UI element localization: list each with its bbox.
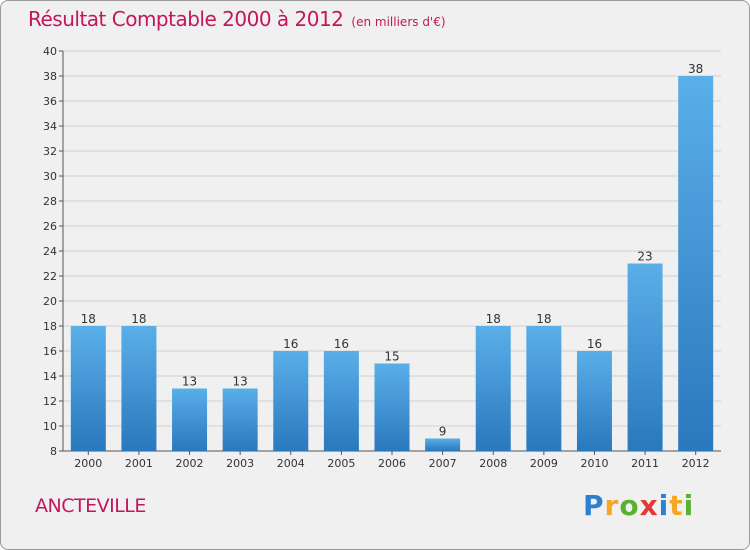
logo-letter: r	[604, 489, 620, 522]
logo-letter: t	[669, 489, 684, 522]
bar	[425, 438, 461, 451]
y-tick-label: 10	[43, 420, 57, 433]
bar	[374, 363, 410, 451]
y-tick-label: 12	[43, 395, 57, 408]
logo-letter: i	[683, 489, 695, 522]
chart-title-text: Résultat Comptable 2000 à 2012	[28, 7, 344, 31]
bar	[121, 326, 157, 451]
data-label: 15	[384, 350, 399, 364]
x-tick-label: 2001	[125, 457, 153, 470]
proxiti-logo: Proxiti	[583, 489, 694, 522]
x-tick-label: 2006	[378, 457, 406, 470]
x-tick-label: 2004	[277, 457, 305, 470]
y-tick-label: 8	[50, 445, 57, 458]
y-tick-label: 18	[43, 320, 57, 333]
data-label: 18	[131, 312, 146, 326]
x-tick-label: 2012	[682, 457, 710, 470]
bar	[172, 388, 208, 451]
bar	[323, 351, 359, 451]
y-tick-label: 20	[43, 295, 57, 308]
data-label: 23	[637, 250, 652, 264]
y-tick-label: 40	[43, 45, 57, 58]
x-tick-label: 2009	[530, 457, 558, 470]
data-label: 38	[688, 62, 703, 76]
chart-title: Résultat Comptable 2000 à 2012 (en millie…	[28, 7, 446, 31]
bar	[475, 326, 511, 451]
data-label: 16	[334, 337, 349, 351]
bar	[70, 326, 106, 451]
bar	[627, 263, 663, 451]
y-tick-label: 28	[43, 195, 57, 208]
x-tick-label: 2007	[429, 457, 457, 470]
y-tick-label: 24	[43, 245, 57, 258]
bar	[222, 388, 258, 451]
data-label: 9	[439, 425, 447, 439]
y-tick-label: 14	[43, 370, 57, 383]
logo-letter: x	[639, 489, 659, 522]
bar	[273, 351, 309, 451]
y-tick-label: 30	[43, 170, 57, 183]
data-label: 16	[587, 337, 602, 351]
data-label: 18	[486, 312, 501, 326]
bar	[678, 76, 714, 451]
x-tick-label: 2005	[327, 457, 355, 470]
y-tick-label: 34	[43, 120, 57, 133]
x-tick-label: 2011	[631, 457, 659, 470]
data-label: 18	[536, 312, 551, 326]
y-tick-label: 38	[43, 70, 57, 83]
data-label: 13	[182, 375, 197, 389]
x-tick-label: 2008	[479, 457, 507, 470]
y-tick-label: 36	[43, 95, 57, 108]
logo-letter: P	[583, 489, 605, 522]
x-tick-label: 2002	[176, 457, 204, 470]
x-tick-label: 2003	[226, 457, 254, 470]
logo-letter: o	[619, 489, 640, 522]
y-tick-label: 16	[43, 345, 57, 358]
y-tick-label: 32	[43, 145, 57, 158]
data-label: 18	[81, 312, 96, 326]
x-tick-label: 2000	[74, 457, 102, 470]
data-label: 16	[283, 337, 298, 351]
logo-letter: i	[658, 489, 670, 522]
y-tick-label: 22	[43, 270, 57, 283]
x-tick-label: 2010	[580, 457, 608, 470]
data-label: 13	[233, 375, 248, 389]
bar	[526, 326, 562, 451]
commune-name: ANCTEVILLE	[35, 495, 146, 517]
y-tick-label: 26	[43, 220, 57, 233]
chart-unit-label: (en milliers d'€)	[351, 15, 446, 29]
bar	[576, 351, 612, 451]
